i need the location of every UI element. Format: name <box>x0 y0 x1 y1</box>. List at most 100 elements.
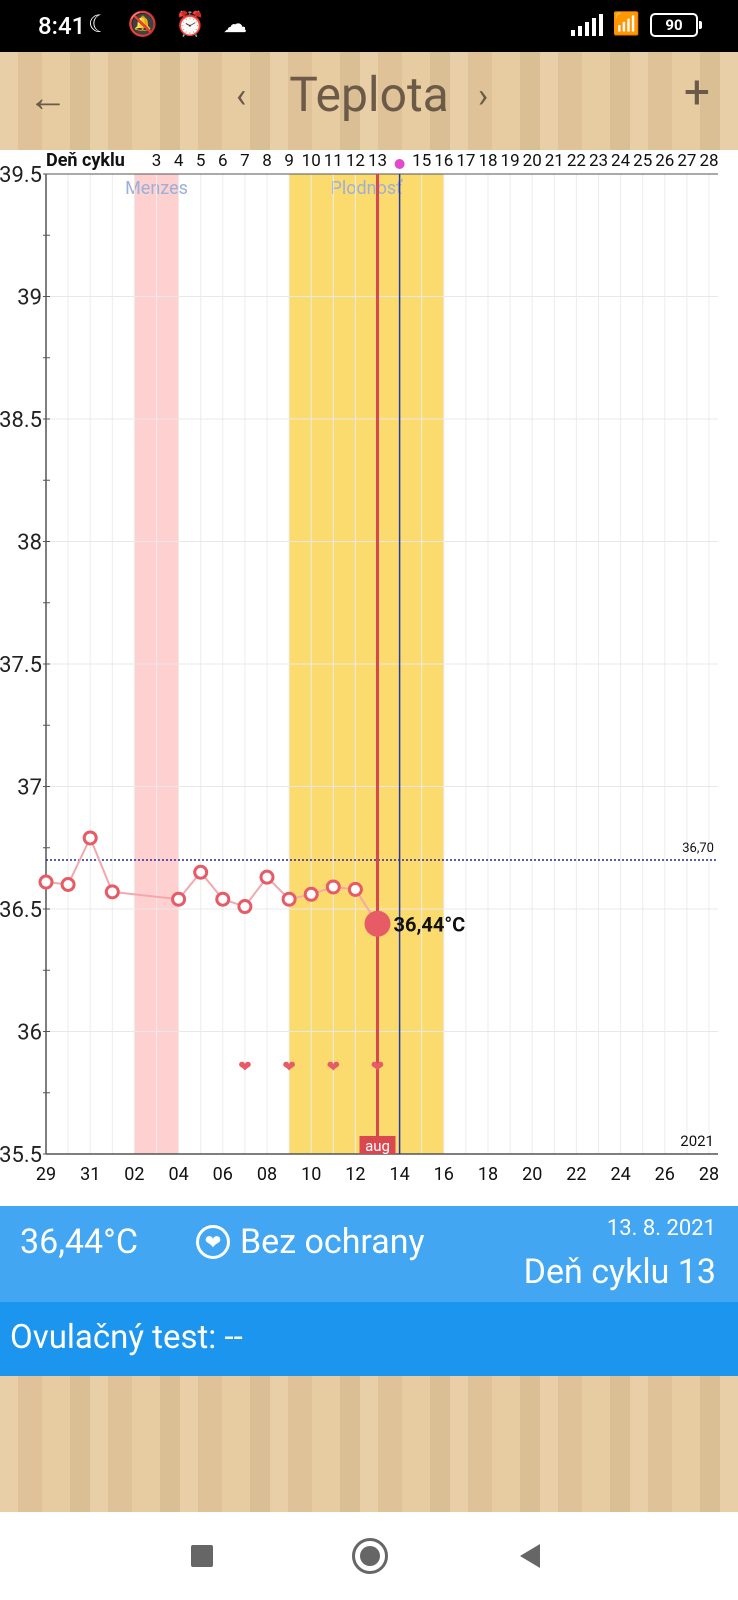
y-tick-label: 38 <box>17 531 42 556</box>
cycle-day-label: 5 <box>196 151 206 171</box>
y-tick-label: 37.5 <box>0 653 42 678</box>
heart-icon: ❤ <box>371 1057 384 1076</box>
heart-icon: ❤ <box>327 1057 340 1076</box>
ovulation-test-row[interactable]: Ovulačný test: -- <box>0 1302 738 1376</box>
x-tick-label: 26 <box>655 1164 675 1185</box>
y-tick-label: 35.5 <box>0 1143 42 1168</box>
cycle-day-label: 22 <box>567 151 586 171</box>
y-tick-label: 39 <box>17 286 42 311</box>
protection-label: Bez ochrany <box>240 1222 425 1262</box>
temperature-point <box>215 891 231 907</box>
page-title: Teplota <box>289 66 449 123</box>
status-right-icons: 📶 90 <box>570 12 702 37</box>
cycle-day-label: 10 <box>302 151 321 171</box>
threshold-label: 36,70 <box>682 841 714 856</box>
temperature-point <box>281 891 297 907</box>
x-tick-label: 22 <box>566 1164 586 1185</box>
y-tick-label: 36.5 <box>0 898 42 923</box>
year-label: 2021 <box>680 1132 714 1150</box>
cycle-day-label: 18 <box>478 151 497 171</box>
month-label: aug <box>365 1137 390 1155</box>
x-tick-label: 18 <box>478 1164 498 1185</box>
temperature-point <box>104 884 120 900</box>
add-icon[interactable]: + <box>683 66 710 120</box>
temperature-chart[interactable]: Menzes Plodnosť 39.5 39 38.5 38 37.5 37 36.5 36 35… <box>0 150 738 1208</box>
recents-icon[interactable] <box>191 1545 213 1567</box>
x-tick-label: 08 <box>257 1164 277 1185</box>
protection-status[interactable]: ❤ Bez ochrany <box>196 1222 425 1262</box>
cycle-day-label: 16 <box>434 151 453 171</box>
heart-icon: ❤ <box>196 1225 230 1259</box>
temperature-point <box>325 879 341 895</box>
status-notification-icons: ☾ 🔕 ⏰ ☁ <box>88 10 254 38</box>
cycle-day-label: 12 <box>346 151 365 171</box>
cycle-day-label: 20 <box>523 151 542 171</box>
y-tick-label: 39.5 <box>0 163 42 188</box>
x-tick-label: 04 <box>168 1164 188 1185</box>
heart-icon: ❤ <box>238 1057 251 1076</box>
cycle-day-label: 13 <box>368 151 387 171</box>
back-arrow-icon[interactable]: ← <box>28 74 68 121</box>
ovulation-test-label: Ovulačný test: -- <box>10 1318 243 1357</box>
chart-svg[interactable]: Menzes Plodnosť39.53938.53837.53736.53635… <box>0 150 738 1208</box>
wood-background <box>0 1376 738 1512</box>
y-tick-label: 37 <box>17 776 42 801</box>
cycle-day-label: 19 <box>501 151 520 171</box>
cycle-day-label: 21 <box>545 151 564 171</box>
cycle-day-label: 25 <box>633 151 652 171</box>
x-tick-label: 28 <box>699 1164 719 1185</box>
temperature-point <box>347 881 363 897</box>
cycle-day-label: 7 <box>240 151 250 171</box>
y-tick-label: 36 <box>17 1021 42 1046</box>
system-nav-bar <box>0 1512 738 1600</box>
temperature-point <box>193 864 209 880</box>
ovulation-dot-icon <box>394 159 405 169</box>
x-tick-label: 20 <box>522 1164 542 1185</box>
temperature-point <box>259 869 275 885</box>
x-tick-label: 29 <box>36 1164 56 1185</box>
y-tick-label: 38.5 <box>0 408 42 433</box>
x-tick-label: 02 <box>124 1164 144 1185</box>
x-tick-label: 12 <box>345 1164 365 1185</box>
x-tick-label: 10 <box>301 1164 321 1185</box>
cycle-day-label: 26 <box>655 151 674 171</box>
cycle-day-label: 6 <box>218 151 228 171</box>
cycle-day-label: 9 <box>284 151 294 171</box>
x-tick-label: 06 <box>213 1164 233 1185</box>
temperature-point <box>303 886 319 902</box>
temperature-point <box>38 874 54 890</box>
app-bar: ← ‹ Teplota › + <box>0 52 738 150</box>
x-tick-label: 14 <box>389 1164 409 1185</box>
selected-temperature-point <box>364 910 391 937</box>
temperature-point <box>237 899 253 915</box>
cycle-day-label: 23 <box>589 151 608 171</box>
selected-temperature-label: 36,44°C <box>394 913 466 937</box>
cycle-day-label: 15 <box>412 151 431 171</box>
wifi-icon: 📶 <box>612 12 640 37</box>
home-icon[interactable] <box>352 1538 388 1574</box>
x-tick-label: 16 <box>434 1164 454 1185</box>
day-info-panel[interactable]: 36,44°C ❤ Bez ochrany 13. 8. 2021 Deň cy… <box>0 1206 738 1302</box>
cycle-day-label: 17 <box>456 151 475 171</box>
cycle-day-label: 8 <box>262 151 272 171</box>
status-time: 8:41 <box>38 12 86 40</box>
cycle-day-label: 24 <box>611 151 631 171</box>
temperature-point <box>82 830 98 846</box>
signal-icon <box>570 13 603 36</box>
band-label-1: Plodnosť <box>331 178 404 199</box>
next-chevron-icon[interactable]: › <box>478 76 489 116</box>
cycle-day-label: 3 <box>152 151 162 171</box>
x-tick-label: 31 <box>80 1164 100 1185</box>
month-badge <box>359 1136 396 1154</box>
back-icon[interactable] <box>520 1544 540 1568</box>
previous-chevron-icon[interactable]: ‹ <box>236 76 247 116</box>
cycle-day-label: 4 <box>174 151 184 171</box>
temperature-point <box>60 877 76 892</box>
heart-icon: ❤ <box>282 1057 295 1076</box>
cycle-day-label: 27 <box>677 151 696 171</box>
battery-icon: 90 <box>650 12 702 37</box>
cycle-header-label: Deň cyklu <box>46 150 125 171</box>
status-bar: 8:41 ☾ 🔕 ⏰ ☁ 📶 90 <box>0 0 738 52</box>
selected-date: 13. 8. 2021 <box>606 1216 716 1241</box>
cycle-day-label: 28 <box>699 151 718 171</box>
